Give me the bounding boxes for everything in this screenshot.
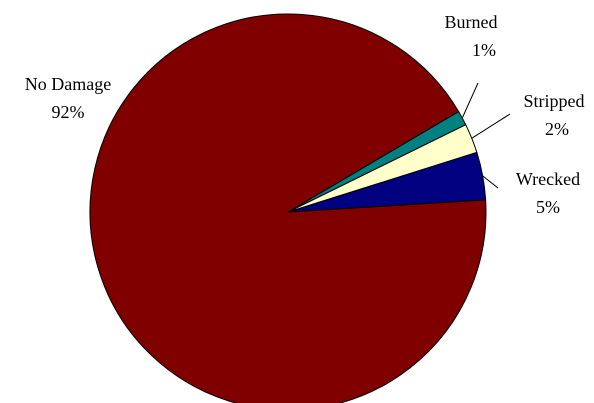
label-burned-percent: 1% xyxy=(472,40,496,60)
label-no-damage-name: No Damage xyxy=(25,74,111,94)
label-wrecked-percent: 5% xyxy=(536,197,560,217)
leader-line-burned xyxy=(461,82,479,119)
leader-line-wrecked xyxy=(482,175,499,189)
pie-slice-no-damage xyxy=(89,13,487,403)
label-stripped-name: Stripped xyxy=(524,91,585,111)
leader-line-stripped xyxy=(471,113,511,139)
label-no-damage-percent: 92% xyxy=(52,102,85,122)
pie-leader-lines xyxy=(461,82,511,189)
pie-slices xyxy=(89,13,487,403)
pie-labels: No Damage 92% Burned 1% Stripped 2% Wrec… xyxy=(25,12,585,217)
label-burned-name: Burned xyxy=(445,12,498,32)
label-stripped-percent: 2% xyxy=(545,119,569,139)
label-wrecked-name: Wrecked xyxy=(516,169,580,189)
